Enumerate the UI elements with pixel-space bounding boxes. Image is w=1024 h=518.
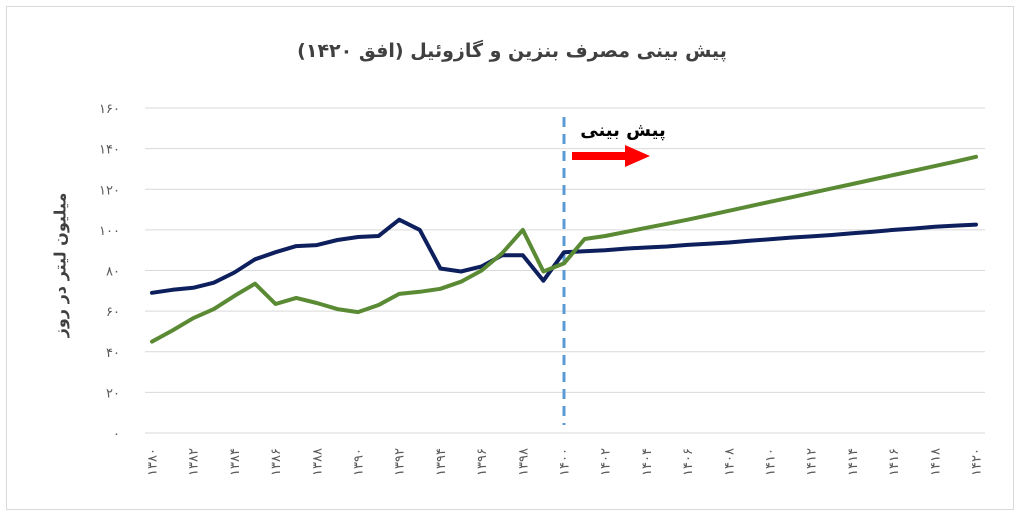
x-tick-label: ۱۴۰۸ (722, 448, 737, 476)
x-tick-label: ۱۳۸۰ (146, 448, 161, 476)
x-tick-label: ۱۳۸۲ (187, 448, 202, 476)
x-tick-label: ۱۴۰۲ (599, 448, 614, 476)
x-tick-label: ۱۴۱۰ (764, 448, 779, 476)
x-tick-label: ۱۳۹۴ (434, 448, 449, 476)
forecast-arrow-head (625, 145, 650, 167)
series-line-1 (150, 217, 978, 295)
y-tick-label: ۸۰ (106, 265, 120, 280)
forecast-arrow-shaft (572, 152, 627, 160)
x-tick-label: ۱۴۱۶ (887, 448, 902, 476)
y-tick-label: ۶۰ (106, 305, 120, 320)
y-tick-label: ۲۰ (106, 386, 120, 401)
x-tick-label: ۱۴۱۸ (928, 448, 943, 476)
forecast-annotation: پیش بینی (572, 120, 666, 167)
series-lines (150, 154, 978, 344)
x-tick-label: ۱۴۰۶ (681, 448, 696, 476)
y-tick-label: ۱۲۰ (99, 183, 120, 198)
x-tick-label: ۱۴۰۴ (640, 448, 655, 476)
x-tick-label: ۱۴۰۰ (558, 448, 573, 476)
x-tick-label: ۱۳۸۴ (228, 448, 243, 476)
y-tick-label: ۰ (113, 427, 120, 442)
x-tick-labels: ۱۳۸۰ ۱۳۸۲ ۱۳۸۴ ۱۳۸۶ ۱۳۸۸ ۱۳۹۰ ۱۳۹۲ ۱۳۹۴ ۱۳۹۶ ۱۳۹۸… (146, 448, 985, 476)
y-tick-label: ۴۰ (106, 346, 120, 361)
x-tick-label: ۱۴۱۲ (805, 448, 820, 476)
y-tick-labels: ۰ ۲۰ ۴۰ ۶۰ ۸۰ ۱۰۰ ۱۲۰ ۱۴۰ ۱۶۰ (99, 102, 120, 442)
y-tick-label: ۱۶۰ (99, 102, 120, 117)
chart-frame (6, 6, 1014, 510)
x-tick-label: ۱۳۹۸ (516, 448, 531, 476)
y-tick-label: ۱۴۰ (99, 143, 120, 158)
forecast-label: پیش بینی (580, 120, 665, 141)
x-tick-label: ۱۳۹۰ (352, 448, 367, 476)
chart-title: پیش بینی مصرف بنزین و گازوئیل (افق ۱۴۲۰) (297, 40, 727, 62)
x-tick-label: ۱۳۹۲ (393, 448, 408, 476)
x-tick-label: ۱۳۸۶ (269, 448, 284, 476)
x-tick-label: ۱۴۱۴ (846, 448, 861, 476)
x-tick-label: ۱۴۲۰ (970, 448, 985, 476)
x-tick-label: ۱۳۹۶ (475, 448, 490, 476)
y-tick-label: ۱۰۰ (99, 224, 120, 239)
series-line-2 (150, 154, 978, 344)
x-tick-label: ۱۳۸۸ (310, 448, 325, 476)
